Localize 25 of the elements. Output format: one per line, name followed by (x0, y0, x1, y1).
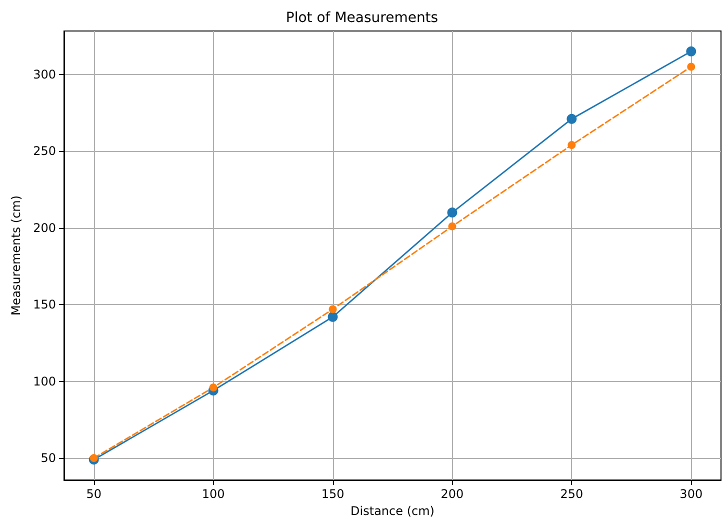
point (328, 305, 337, 314)
point (447, 208, 458, 218)
point (448, 222, 456, 230)
x-tick-label: 150 (321, 487, 344, 501)
y-axis-title: Measurements (cm) (9, 195, 23, 316)
chart-title: Plot of Measurements (286, 10, 438, 26)
x-axis-title: Distance (cm) (350, 504, 434, 518)
point (209, 383, 218, 392)
x-tick-label: 300 (680, 487, 703, 501)
point (687, 62, 696, 71)
point (686, 46, 696, 56)
y-tick-label: 150 (33, 298, 56, 312)
x-tick-label: 100 (202, 487, 225, 501)
point (566, 114, 577, 124)
x-tick-label: 200 (440, 487, 464, 501)
y-tick-label: 200 (33, 220, 56, 235)
x-tick-label: 250 (560, 487, 584, 501)
y-tick-label: 100 (33, 374, 56, 388)
x-tick-label: 50 (86, 487, 102, 501)
y-tick-label: 300 (33, 67, 56, 82)
point (328, 312, 338, 322)
point (568, 141, 576, 150)
y-tick-label: 250 (33, 144, 56, 158)
y-tick-label: 50 (40, 451, 56, 466)
point (90, 454, 98, 462)
